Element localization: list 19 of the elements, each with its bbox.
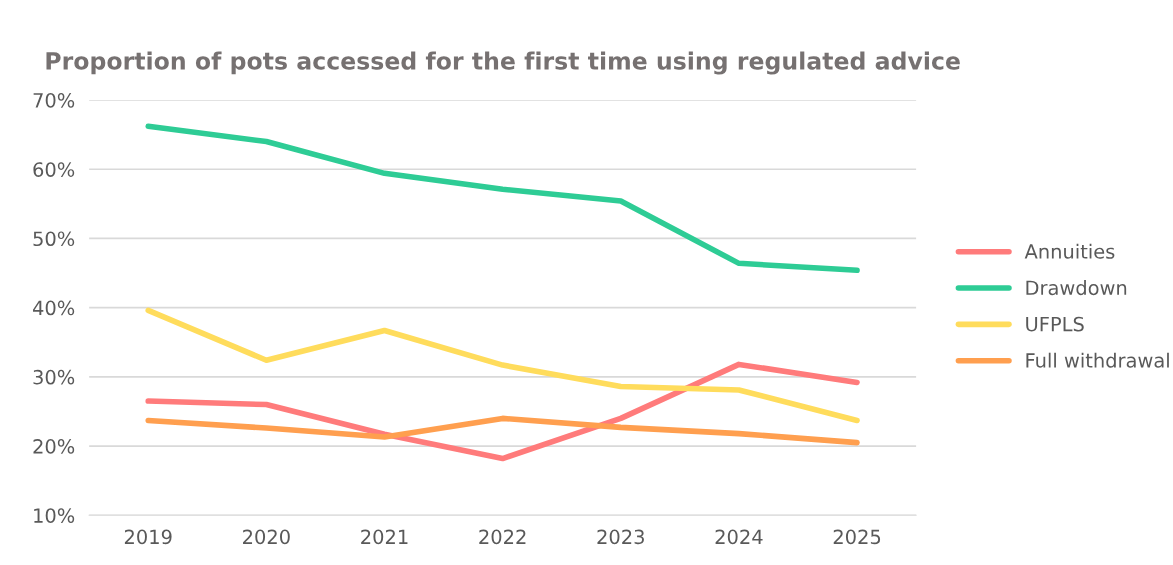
y-tick-label: 10% — [34, 508, 75, 523]
x-tick-label: 2025 — [833, 529, 881, 545]
x-tick-label: 2022 — [479, 529, 526, 545]
y-tick-label: 40% — [32, 300, 75, 316]
x-tick-label: 2021 — [361, 529, 408, 545]
x-tick-label: 2024 — [715, 529, 763, 545]
legend-label: Annuities — [1024, 243, 1115, 259]
x-tick-label: 2019 — [124, 529, 172, 545]
y-tick-label: 30% — [33, 369, 75, 385]
x-tick-label: 2020 — [243, 529, 290, 545]
legend-label: Drawdown — [1026, 280, 1127, 296]
y-tick-label: 60% — [33, 162, 75, 177]
x-tick-label: 2023 — [597, 529, 644, 545]
y-tick-label: 20% — [33, 439, 75, 454]
y-tick-label: 70% — [33, 92, 75, 108]
legend-label: UFPLS — [1026, 316, 1084, 332]
chart-title: Proportion of pots accessed for the first time using regulated advice — [46, 51, 960, 75]
legend-label: Full withdrawal — [1026, 352, 1169, 368]
y-tick-label: 50% — [33, 231, 75, 247]
